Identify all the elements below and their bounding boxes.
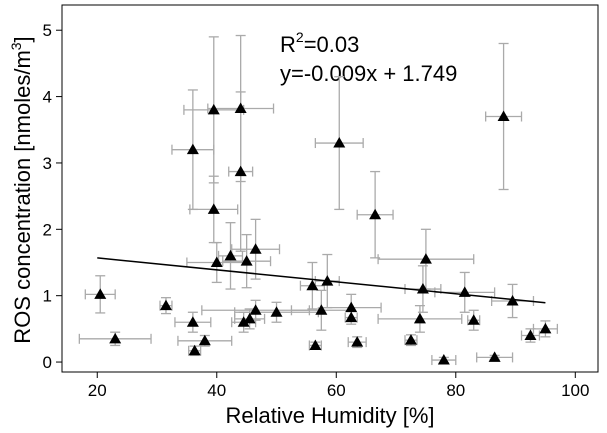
point	[240, 255, 253, 266]
point	[416, 283, 429, 294]
point	[351, 336, 364, 347]
x-axis-label: Relative Humidity [%]	[225, 403, 434, 428]
r2-rest: =0.03	[304, 32, 360, 57]
point	[109, 332, 122, 344]
point	[210, 256, 223, 267]
point	[419, 253, 432, 264]
y-tick-label: 0	[43, 353, 52, 372]
point	[186, 316, 199, 327]
point	[186, 143, 199, 155]
plot-frame	[61, 4, 599, 373]
equation-annotation: y=-0.009x + 1.749	[280, 61, 457, 86]
point	[539, 322, 552, 334]
point	[345, 311, 358, 323]
point	[333, 137, 346, 148]
point	[243, 312, 256, 324]
point	[249, 304, 262, 315]
y-tick-label: 4	[43, 88, 52, 107]
point	[497, 110, 510, 121]
y-tick-label: 1	[43, 287, 52, 306]
r2-base: R	[280, 32, 296, 57]
point	[437, 354, 450, 365]
point	[207, 203, 220, 214]
y-tick-label: 2	[43, 220, 52, 239]
point	[94, 288, 107, 299]
fit-line	[97, 257, 546, 304]
x-tick-label: 80	[446, 381, 465, 400]
point	[413, 312, 426, 324]
point	[345, 301, 358, 313]
point	[467, 314, 480, 325]
point	[234, 165, 247, 177]
point	[237, 316, 250, 327]
point	[309, 339, 322, 350]
point	[224, 249, 237, 261]
y-label-base: ROS concentration [nmoles/m	[10, 50, 35, 343]
point	[270, 306, 283, 317]
point	[315, 304, 328, 315]
y-label-rest: ]	[10, 36, 35, 42]
point	[249, 243, 262, 254]
point	[404, 334, 417, 345]
point	[188, 344, 201, 356]
r2-annotation: R2=0.03	[280, 29, 359, 57]
point	[524, 329, 537, 340]
x-tick-label: 60	[327, 381, 346, 400]
y-axis-label: ROS concentration [nmoles/m3]	[8, 36, 35, 343]
point	[506, 294, 519, 306]
point	[198, 334, 211, 346]
point	[159, 299, 172, 311]
r2-sup: 2	[296, 29, 304, 45]
y-tick-label: 3	[43, 154, 52, 173]
x-tick-label: 100	[561, 381, 589, 400]
point	[306, 279, 319, 291]
point	[369, 208, 382, 220]
y-tick-label: 5	[43, 21, 52, 40]
point	[234, 102, 247, 114]
x-tick-label: 40	[207, 381, 226, 400]
y-label-sup: 3	[8, 42, 24, 50]
point	[207, 103, 220, 115]
x-tick-label: 20	[88, 381, 107, 400]
point	[488, 351, 501, 362]
